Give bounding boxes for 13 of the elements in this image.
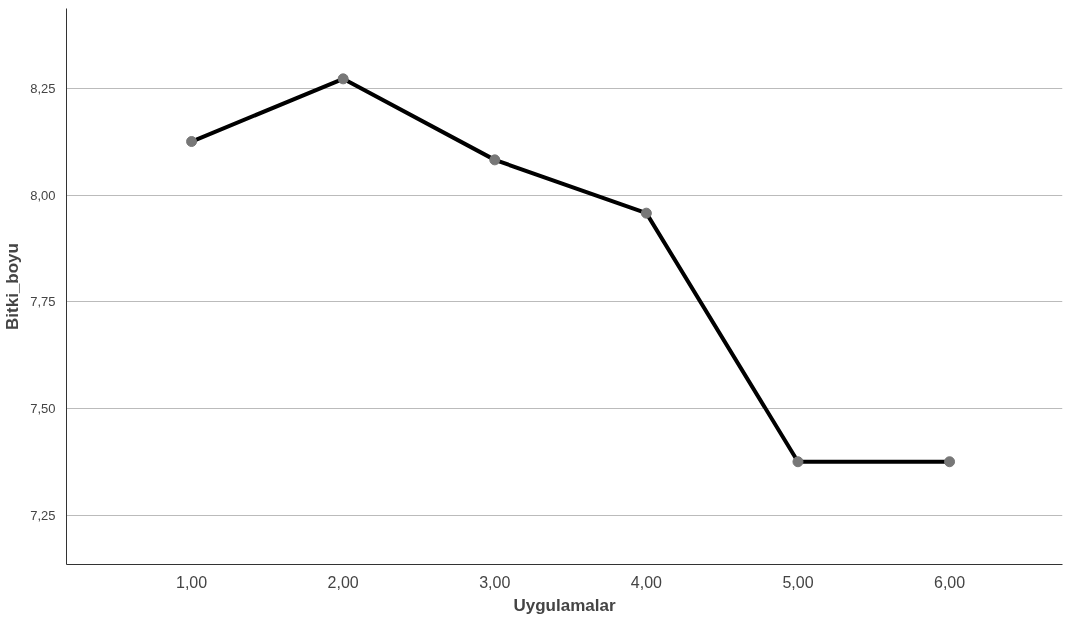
y-axis-title: Bitki_boyu <box>3 243 23 330</box>
x-axis-title: Uygulamalar <box>513 595 616 615</box>
x-tick-label: 4,00 <box>630 573 663 591</box>
x-tick-label: 3,00 <box>479 573 511 591</box>
y-tick-label: 7,50 <box>30 400 56 416</box>
y-tick-label: 8,00 <box>30 187 56 203</box>
x-tick-label: 6,00 <box>933 573 966 591</box>
y-tick-label: 7,75 <box>30 294 56 310</box>
y-tick-label: 8,25 <box>30 81 56 97</box>
x-tick-label: 1,00 <box>176 573 208 591</box>
x-tick-label: 5,00 <box>782 573 814 591</box>
x-tick-label: 2,00 <box>327 573 359 591</box>
y-tick-label: 7,25 <box>30 507 56 523</box>
